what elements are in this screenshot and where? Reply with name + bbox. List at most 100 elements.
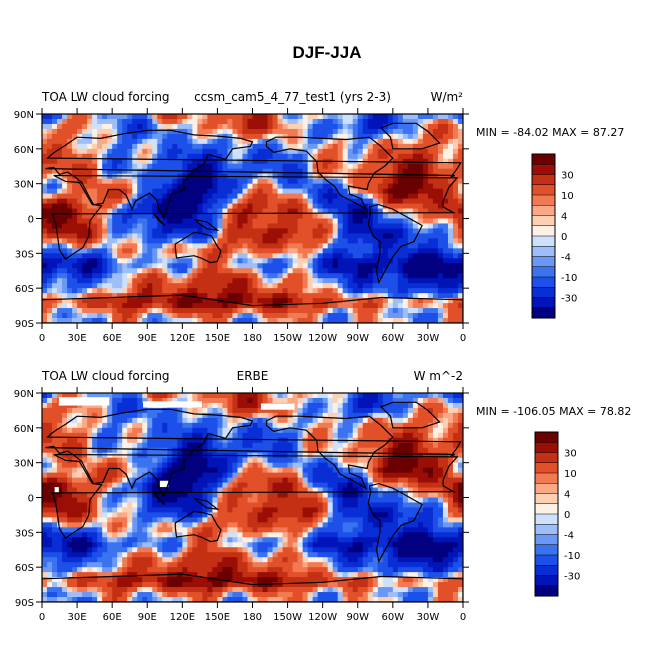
field-cell <box>217 143 223 150</box>
field-cell <box>187 397 193 404</box>
field-cell <box>357 114 364 120</box>
field-cell <box>127 193 133 199</box>
field-cell <box>337 218 344 224</box>
field-cell <box>117 298 123 304</box>
field-cell <box>137 467 143 474</box>
field-cell <box>52 138 58 145</box>
field-cell <box>427 243 434 249</box>
field-cell <box>332 422 339 429</box>
field-cell <box>417 223 424 229</box>
field-cell <box>242 143 248 150</box>
field-cell <box>192 243 198 249</box>
field-cell <box>197 158 203 165</box>
field-cell <box>107 168 113 175</box>
field-cell <box>442 128 449 135</box>
field-cell <box>267 447 273 454</box>
field-cell <box>227 118 233 125</box>
field-cell <box>457 412 463 419</box>
field-cell <box>172 233 178 239</box>
field-cell <box>207 218 213 224</box>
field-cell <box>242 417 248 424</box>
field-cell <box>42 447 48 454</box>
field-cell <box>262 248 268 254</box>
field-cell <box>202 293 208 299</box>
field-cell <box>402 402 409 409</box>
field-cell <box>152 133 158 140</box>
field-cell <box>427 238 434 244</box>
field-cell <box>392 273 399 279</box>
field-cell <box>207 198 213 204</box>
field-cell <box>407 208 414 214</box>
field-cell <box>67 243 73 249</box>
field-cell <box>312 407 319 414</box>
field-cell <box>427 173 434 180</box>
field-cell <box>137 258 143 264</box>
field-cell <box>277 437 283 444</box>
field-cell <box>377 218 384 224</box>
field-cell <box>57 457 63 464</box>
x-tick-label: 0 <box>39 333 45 344</box>
field-cell <box>122 123 128 130</box>
field-cell <box>392 432 399 439</box>
field-cell <box>72 153 78 160</box>
field-cell <box>377 308 384 314</box>
field-cell <box>132 457 138 464</box>
field-cell <box>297 218 304 224</box>
field-cell <box>92 293 98 299</box>
field-cell <box>457 407 463 414</box>
field-cell <box>157 233 163 239</box>
field-cell <box>232 273 238 279</box>
field-cell <box>357 118 364 125</box>
field-cell <box>242 183 248 190</box>
field-cell <box>92 114 98 120</box>
field-cell <box>312 223 319 229</box>
field-cell <box>342 293 349 299</box>
field-cell <box>297 203 304 209</box>
field-cell <box>422 233 429 239</box>
field-cell <box>452 318 459 323</box>
field-cell <box>382 238 389 244</box>
field-cell <box>407 168 414 175</box>
field-cell <box>342 133 349 140</box>
field-cell <box>237 308 243 314</box>
field-cell <box>327 193 334 199</box>
field-cell <box>67 133 73 140</box>
field-cell <box>287 198 293 204</box>
field-cell <box>162 153 168 160</box>
field-cell <box>457 452 463 459</box>
field-cell <box>457 218 463 224</box>
field-cell <box>227 442 233 449</box>
field-cell <box>437 133 444 140</box>
field-cell <box>152 278 158 284</box>
field-cell <box>252 427 258 434</box>
field-cell <box>417 308 424 314</box>
field-cell <box>217 293 223 299</box>
field-cell <box>457 293 463 299</box>
field-cell <box>347 178 354 185</box>
field-cell <box>157 143 163 150</box>
field-cell <box>242 462 248 469</box>
field-cell <box>282 128 288 135</box>
field-cell <box>117 467 123 474</box>
field-cell <box>322 283 329 289</box>
field-cell <box>392 268 399 274</box>
field-cell <box>257 273 263 279</box>
field-cell <box>82 133 88 140</box>
field-cell <box>397 193 404 199</box>
field-cell <box>152 198 158 204</box>
field-cell <box>382 218 389 224</box>
field-cell <box>372 407 379 414</box>
field-cell <box>282 442 288 449</box>
field-cell <box>232 123 238 130</box>
field-cell <box>457 178 463 185</box>
field-cell <box>432 452 439 459</box>
field-cell <box>67 308 73 314</box>
field-cell <box>387 457 394 464</box>
field-cell <box>357 218 364 224</box>
field-cell <box>137 133 143 140</box>
field-cell <box>207 158 213 165</box>
field-cell <box>182 283 188 289</box>
field-cell <box>82 213 88 219</box>
field-cell <box>402 118 409 125</box>
field-cell <box>52 133 58 140</box>
